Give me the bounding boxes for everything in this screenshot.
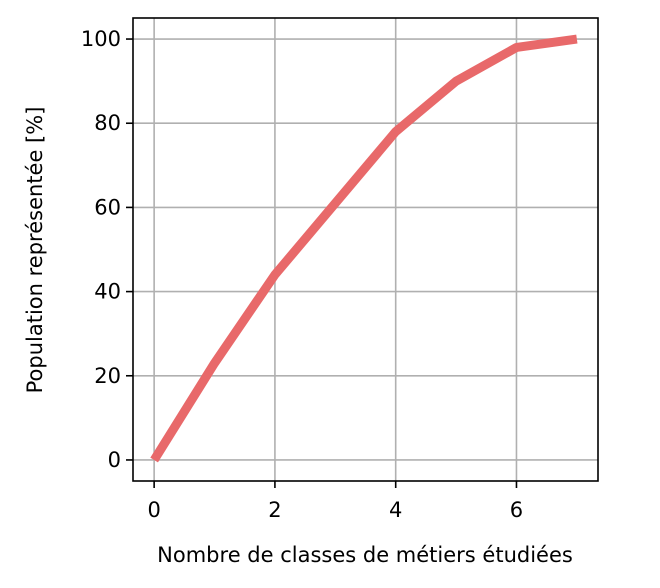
y-tick-label: 40 [94, 280, 121, 304]
x-tick-label: 0 [147, 498, 160, 522]
x-tick-label: 4 [389, 498, 402, 522]
x-tick-label: 6 [510, 498, 523, 522]
plot-frame [132, 17, 599, 482]
x-tick-label: 2 [268, 498, 281, 522]
y-tick-label: 100 [81, 27, 121, 51]
grid [133, 18, 598, 481]
y-tick-label: 60 [94, 195, 121, 219]
y-tick-label: 80 [94, 111, 121, 135]
y-axis-label: Population représentée [%] [23, 107, 47, 394]
y-tick-label: 20 [94, 364, 121, 388]
ticks [126, 38, 518, 488]
x-axis-label: Nombre de classes de métiers étudiées [157, 543, 573, 567]
series-line [150, 34, 578, 463]
y-tick-label: 0 [108, 448, 121, 472]
series-layer [150, 34, 578, 463]
